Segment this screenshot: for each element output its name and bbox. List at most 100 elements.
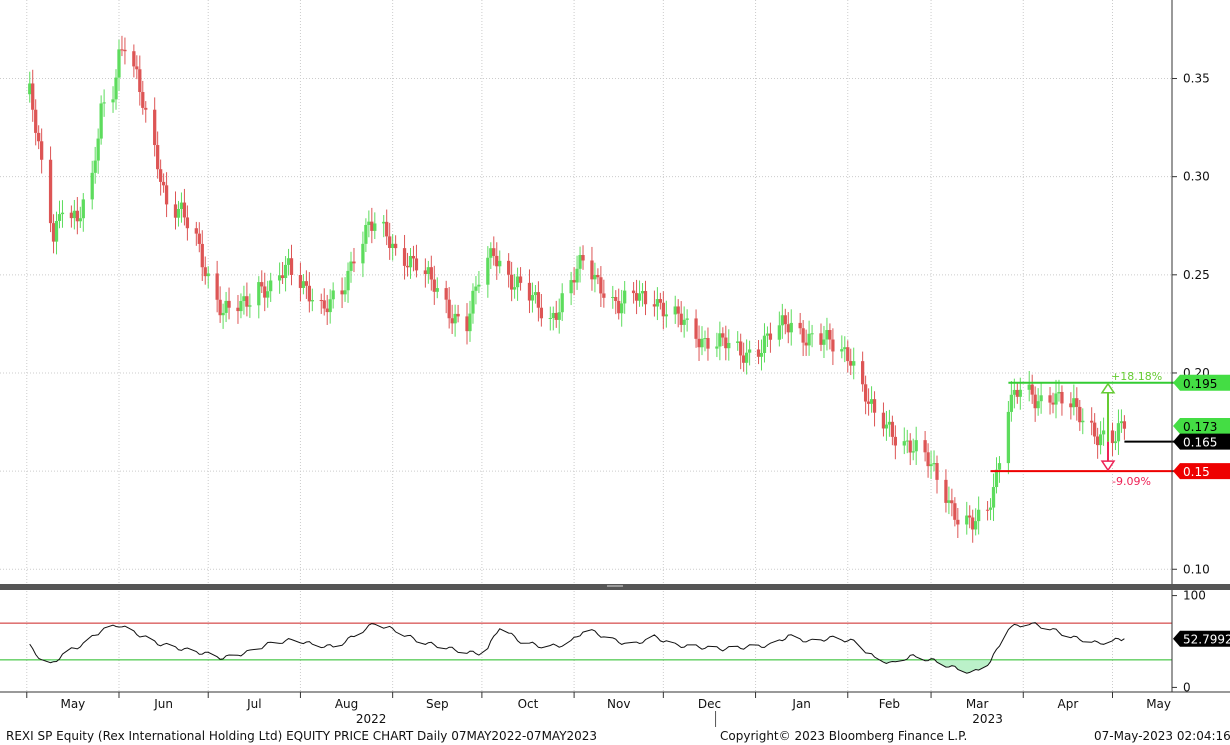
candle-up bbox=[1081, 420, 1085, 423]
candle-up bbox=[373, 223, 377, 231]
candle-up bbox=[727, 342, 731, 349]
candle-up bbox=[90, 172, 94, 200]
candle-up bbox=[328, 299, 332, 313]
candle-up bbox=[1036, 401, 1040, 409]
candle-up bbox=[744, 352, 749, 363]
rsi-grid bbox=[26, 591, 1114, 692]
candle-down bbox=[742, 355, 746, 363]
candle-up bbox=[843, 347, 847, 350]
candle-down bbox=[340, 290, 344, 295]
candle-up bbox=[825, 330, 829, 340]
candle-down bbox=[414, 258, 419, 271]
rsi-value-label: 52.7992 bbox=[1183, 633, 1230, 647]
candle-up bbox=[257, 282, 261, 306]
candle-down bbox=[652, 304, 657, 307]
candle-up bbox=[902, 441, 906, 446]
candle-up bbox=[593, 274, 597, 280]
candle-down bbox=[393, 243, 398, 249]
candle-down bbox=[676, 306, 680, 314]
candle-down bbox=[411, 255, 416, 259]
candle-down bbox=[218, 299, 222, 316]
candle-down bbox=[602, 293, 606, 298]
candle-down bbox=[956, 519, 960, 525]
rsi-panel: 52.7992 bbox=[0, 622, 1230, 674]
candle-up bbox=[703, 338, 707, 340]
candle-up bbox=[869, 399, 874, 404]
candle-up bbox=[807, 333, 811, 346]
candle-up bbox=[474, 286, 478, 291]
candle-up bbox=[221, 312, 225, 316]
candle-up bbox=[1018, 389, 1022, 397]
candle-up bbox=[947, 500, 951, 503]
candle-up bbox=[391, 243, 395, 248]
candle-up bbox=[718, 333, 722, 347]
candle-down bbox=[236, 307, 240, 312]
candle-up bbox=[248, 305, 252, 307]
candle-down bbox=[783, 315, 787, 325]
candle-up bbox=[28, 83, 32, 95]
candle-up bbox=[575, 268, 579, 283]
candle-up bbox=[224, 300, 228, 313]
candle-down bbox=[1078, 406, 1082, 423]
candle-up bbox=[93, 160, 97, 173]
candle-down bbox=[161, 181, 166, 186]
candle-down bbox=[971, 517, 975, 530]
candle-up bbox=[512, 287, 517, 290]
candle-down bbox=[872, 399, 877, 413]
candle-down bbox=[801, 328, 805, 343]
candle-up bbox=[965, 515, 969, 525]
candle-down bbox=[596, 274, 600, 278]
candle-down bbox=[985, 509, 990, 511]
candle-up bbox=[1098, 434, 1103, 446]
candle-down bbox=[173, 204, 178, 218]
upside-arrow-head bbox=[1100, 382, 1116, 394]
candle-down bbox=[724, 337, 728, 349]
candle-down bbox=[75, 210, 79, 222]
candle-up bbox=[673, 306, 677, 315]
candle-down bbox=[432, 279, 436, 292]
candle-down bbox=[1075, 398, 1079, 407]
candle-up bbox=[176, 208, 181, 218]
candle-down bbox=[926, 452, 930, 467]
candle-up bbox=[736, 341, 740, 343]
candle-up bbox=[840, 349, 844, 352]
month-label: Jul bbox=[246, 697, 261, 711]
candle-down bbox=[509, 274, 514, 290]
axes: May Jun Jul Aug Sep Oct Nov Dec Jan Feb Mar Apr May 2… bbox=[0, 0, 1230, 727]
price-tag-label: 0.165 bbox=[1183, 436, 1217, 450]
oversold-fill bbox=[937, 659, 991, 674]
candle-down bbox=[405, 265, 410, 268]
candle-up bbox=[453, 313, 457, 324]
candle-up bbox=[685, 318, 689, 320]
candle-down bbox=[164, 185, 169, 205]
candle-up bbox=[991, 487, 996, 508]
candle-up bbox=[905, 440, 909, 442]
candle-up bbox=[551, 312, 555, 319]
candle-up bbox=[560, 293, 564, 313]
price-grid bbox=[0, 0, 1172, 583]
candle-down bbox=[828, 330, 832, 340]
candle-down bbox=[144, 107, 148, 110]
candle-down bbox=[135, 66, 139, 70]
candle-up bbox=[477, 284, 481, 287]
candle-down bbox=[31, 83, 35, 110]
price-tick-label: 0.10 bbox=[1183, 562, 1210, 576]
candle-down bbox=[123, 49, 127, 52]
candle-up bbox=[367, 221, 371, 225]
candle-up bbox=[99, 103, 103, 139]
month-label: Mar bbox=[966, 697, 989, 711]
candle-up bbox=[310, 300, 314, 302]
candle-up bbox=[1006, 411, 1011, 464]
candle-up bbox=[54, 220, 59, 242]
candle-up bbox=[331, 290, 335, 300]
candle-up bbox=[489, 248, 493, 258]
candle-up bbox=[426, 267, 430, 275]
candle-up bbox=[60, 212, 65, 215]
rsi-tick-label: 0 bbox=[1183, 680, 1191, 694]
divider-grip bbox=[607, 585, 623, 587]
candle-down bbox=[536, 292, 541, 308]
candle-up bbox=[822, 339, 826, 345]
candle-up bbox=[789, 322, 793, 333]
month-label: Feb bbox=[879, 697, 900, 711]
candle-down bbox=[1030, 384, 1034, 395]
